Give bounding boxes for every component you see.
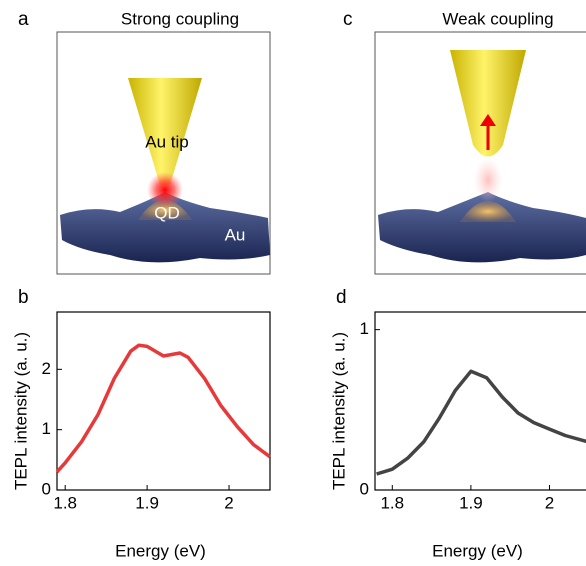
y-tick-label: 2 [42, 359, 51, 378]
panel-title: Weak coupling [442, 9, 553, 28]
y-tick-label: 1 [42, 419, 51, 438]
plot-frame [374, 311, 586, 491]
au-label: Au [225, 225, 246, 244]
y-tick-label: 0 [42, 479, 51, 498]
spectrum-line [376, 369, 586, 476]
x-axis-label: Energy (eV) [432, 541, 523, 560]
qd-label: QD [154, 203, 180, 222]
x-tick-label: 2 [545, 493, 554, 512]
illustration-strong: Au tip QD Au [56, 31, 271, 275]
plot-frame [56, 311, 271, 491]
y-tick-label: 1 [360, 319, 369, 338]
y-axis-label: TEPL intensity (a. u.) [11, 332, 30, 490]
panel-label: a [18, 9, 29, 30]
panel-title: Strong coupling [121, 9, 239, 28]
x-tick-label: 2 [224, 493, 233, 512]
tip-label: Au tip [145, 132, 188, 151]
illustration-weak [374, 31, 586, 275]
x-tick-label: 1.8 [53, 493, 77, 512]
panel-label: c [343, 9, 353, 30]
panel-label: d [336, 287, 347, 308]
y-tick-label: 0 [360, 479, 369, 498]
spectrum-line [55, 343, 272, 474]
x-tick-label: 1.9 [135, 493, 159, 512]
panel-label: b [18, 287, 29, 308]
x-tick-label: 1.9 [459, 493, 483, 512]
y-axis-label: TEPL intensity (a. u.) [329, 332, 348, 490]
x-tick-label: 1.8 [380, 493, 404, 512]
x-axis-label: Energy (eV) [115, 541, 206, 560]
